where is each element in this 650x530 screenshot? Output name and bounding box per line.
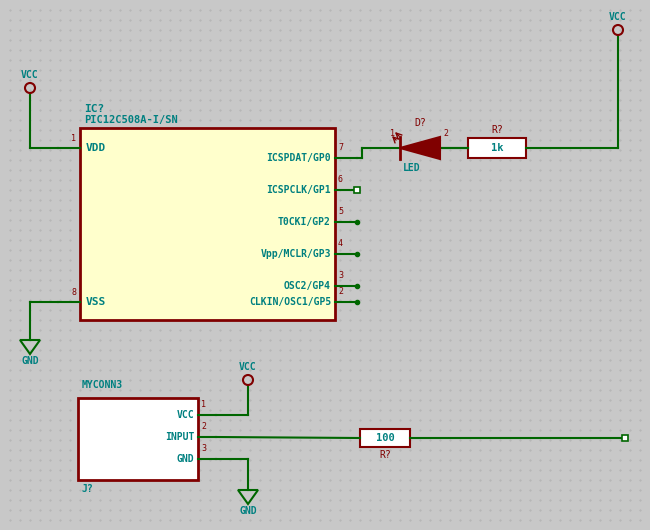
Text: VCC: VCC xyxy=(609,12,627,22)
Text: T0CKI/GP2: T0CKI/GP2 xyxy=(278,217,331,227)
Text: ICSPCLK/GP1: ICSPCLK/GP1 xyxy=(266,185,331,195)
Text: 7: 7 xyxy=(338,143,343,152)
Text: 3: 3 xyxy=(201,444,206,453)
Text: INPUT: INPUT xyxy=(164,432,194,442)
Text: OSC2/GP4: OSC2/GP4 xyxy=(284,281,331,291)
Text: VDD: VDD xyxy=(86,143,106,153)
Text: 1k: 1k xyxy=(491,143,503,153)
Text: GND: GND xyxy=(176,454,194,464)
Text: MYCONN3: MYCONN3 xyxy=(82,380,123,390)
Text: 2: 2 xyxy=(443,129,448,138)
Text: 8: 8 xyxy=(71,288,76,297)
Text: 6: 6 xyxy=(338,175,343,184)
Text: VCC: VCC xyxy=(239,362,257,372)
Bar xyxy=(468,138,526,158)
Text: 2: 2 xyxy=(338,287,343,296)
Text: 3: 3 xyxy=(338,271,343,280)
Bar xyxy=(80,128,335,320)
Text: CLKIN/OSC1/GP5: CLKIN/OSC1/GP5 xyxy=(249,297,331,307)
Text: PIC12C508A-I/SN: PIC12C508A-I/SN xyxy=(84,115,177,125)
Text: D?: D? xyxy=(414,118,426,128)
Text: VCC: VCC xyxy=(176,410,194,420)
Text: 1: 1 xyxy=(201,400,206,409)
Text: ICSPDAT/GP0: ICSPDAT/GP0 xyxy=(266,153,331,163)
Bar xyxy=(360,429,410,447)
Text: 1: 1 xyxy=(390,129,395,138)
Text: IC?: IC? xyxy=(84,104,104,114)
Text: J?: J? xyxy=(82,484,94,494)
Text: VSS: VSS xyxy=(86,297,106,307)
Text: 1: 1 xyxy=(71,134,76,143)
Text: R?: R? xyxy=(491,125,503,135)
Text: Vpp/MCLR/GP3: Vpp/MCLR/GP3 xyxy=(261,249,331,259)
Polygon shape xyxy=(400,137,440,159)
Text: 5: 5 xyxy=(338,207,343,216)
Text: 100: 100 xyxy=(376,433,395,443)
Text: GND: GND xyxy=(21,356,39,366)
Text: VCC: VCC xyxy=(21,70,39,80)
Text: GND: GND xyxy=(239,506,257,516)
Text: 2: 2 xyxy=(201,422,206,431)
Text: R?: R? xyxy=(379,450,391,460)
Text: 4: 4 xyxy=(338,239,343,248)
Text: LED: LED xyxy=(403,163,421,173)
Bar xyxy=(78,398,198,480)
